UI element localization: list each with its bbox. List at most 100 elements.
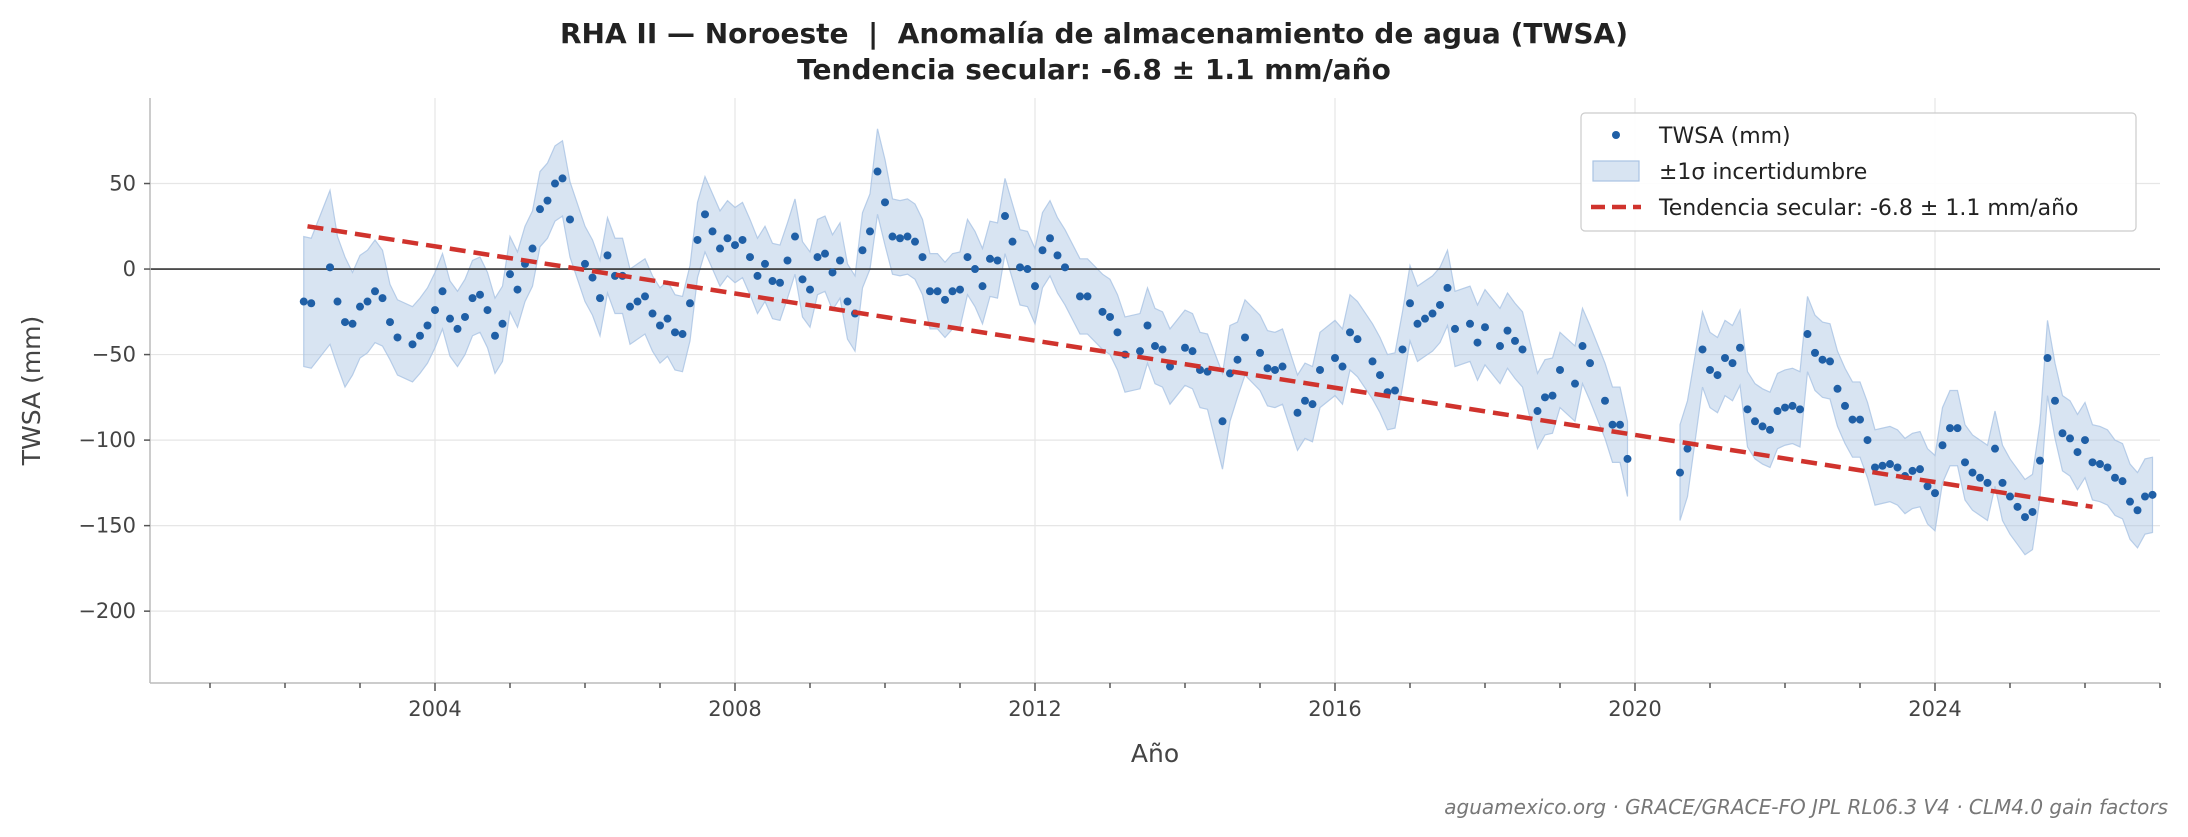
twsa-point [2111,473,2119,482]
twsa-point [543,196,552,205]
twsa-point [2103,463,2112,472]
x-tick-label: 2016 [1308,697,1361,721]
axes: 50 0 −50 −100 −150 −200 2004 2008 2012 2016 2020 20… [78,98,2161,721]
twsa-point [1586,359,1594,368]
twsa-point [1841,401,1849,410]
twsa-point [326,263,334,272]
twsa-point [1001,212,1009,221]
twsa-point [1376,371,1384,380]
twsa-point [1743,405,1752,414]
twsa-point [768,277,777,286]
x-tick-label: 2004 [408,697,461,721]
twsa-point [2043,354,2052,362]
twsa-point [1863,436,1872,445]
twsa-point [828,268,837,277]
twsa-point [1856,415,1864,424]
twsa-point [1046,234,1054,243]
twsa-point [1946,424,1954,433]
twsa-point [1698,345,1707,354]
twsa-point [1158,345,1167,354]
twsa-point [1293,408,1302,417]
twsa-point [1721,354,1729,362]
twsa-point [1601,396,1609,405]
x-axis-label: Año [1131,739,1179,768]
y-tick-label: 50 [109,172,136,196]
twsa-point [806,285,814,294]
twsa-point [408,340,417,349]
twsa-point [798,275,807,284]
twsa-point [1413,319,1422,328]
twsa-point [371,287,379,296]
twsa-point [1353,335,1362,344]
twsa-point [1548,391,1557,400]
chart-subtitle-line: Tendencia secular: -6.8 ± 1.1 mm/año [797,53,1391,86]
twsa-point [1623,454,1632,463]
twsa-point [1166,362,1174,371]
twsa-point [881,198,889,207]
twsa-point [1938,441,1947,450]
twsa-point [1818,355,1827,364]
legend-band-swatch [1592,160,1640,182]
twsa-point [1331,354,1339,362]
twsa-point [783,256,792,265]
twsa-point [858,246,867,255]
twsa-point [431,306,439,315]
twsa-point [708,227,717,236]
twsa-point [1983,478,1992,487]
chart-title-line: RHA II — Noroeste | Anomalía de almacena… [560,17,1628,50]
twsa-point [1736,343,1744,352]
twsa-point [536,205,544,214]
twsa-point [453,324,462,333]
twsa-point [926,287,934,296]
twsa-point [1271,365,1279,374]
twsa-point [1263,364,1272,373]
twsa-point [1826,357,1834,366]
twsa-point [348,319,357,328]
twsa-point [1496,342,1504,351]
twsa-point [716,244,724,253]
twsa-point [446,314,454,323]
twsa-point [978,282,987,291]
twsa-point [1803,330,1812,339]
twsa-point [528,244,537,253]
twsa-point [1098,307,1107,316]
twsa-point [678,330,687,339]
twsa-point [1931,489,1939,498]
twsa-point [626,302,634,311]
twsa-point [1503,326,1512,335]
twsa-point [873,167,882,176]
twsa-point [1916,465,1924,474]
twsa-point [393,333,402,342]
twsa-point [896,234,904,243]
y-tick-label: −50 [92,343,136,367]
twsa-point [753,271,762,280]
twsa-point [1113,328,1122,337]
twsa-point [776,278,784,287]
twsa-point [1766,425,1774,434]
twsa-point [1061,263,1069,272]
twsa-point [1556,365,1564,374]
twsa-point [307,299,316,308]
twsa-point [2126,497,2134,506]
twsa-point [1016,263,1024,272]
twsa-point [1023,265,1032,274]
twsa-point [416,331,424,340]
twsa-point [2066,434,2074,443]
twsa-point [2118,477,2127,486]
uncertainty-band [1679,296,2154,556]
twsa-point [2088,458,2097,467]
twsa-point [1188,347,1197,356]
uncertainty-band-layer [303,128,2154,556]
twsa-point [813,253,822,262]
twsa-point [588,273,597,282]
source-credit: aguamexico.org · GRACE/GRACE-FO JPL RL06… [1444,795,2168,819]
twsa-point [1436,300,1444,309]
twsa-point [1848,415,1857,424]
twsa-point [731,241,739,250]
y-axis-label: TWSA (mm) [17,316,46,467]
twsa-point [1308,400,1317,409]
twsa-point [1338,362,1347,371]
twsa-point [2036,456,2044,465]
twsa-point [1781,403,1789,412]
twsa-point [566,215,574,224]
